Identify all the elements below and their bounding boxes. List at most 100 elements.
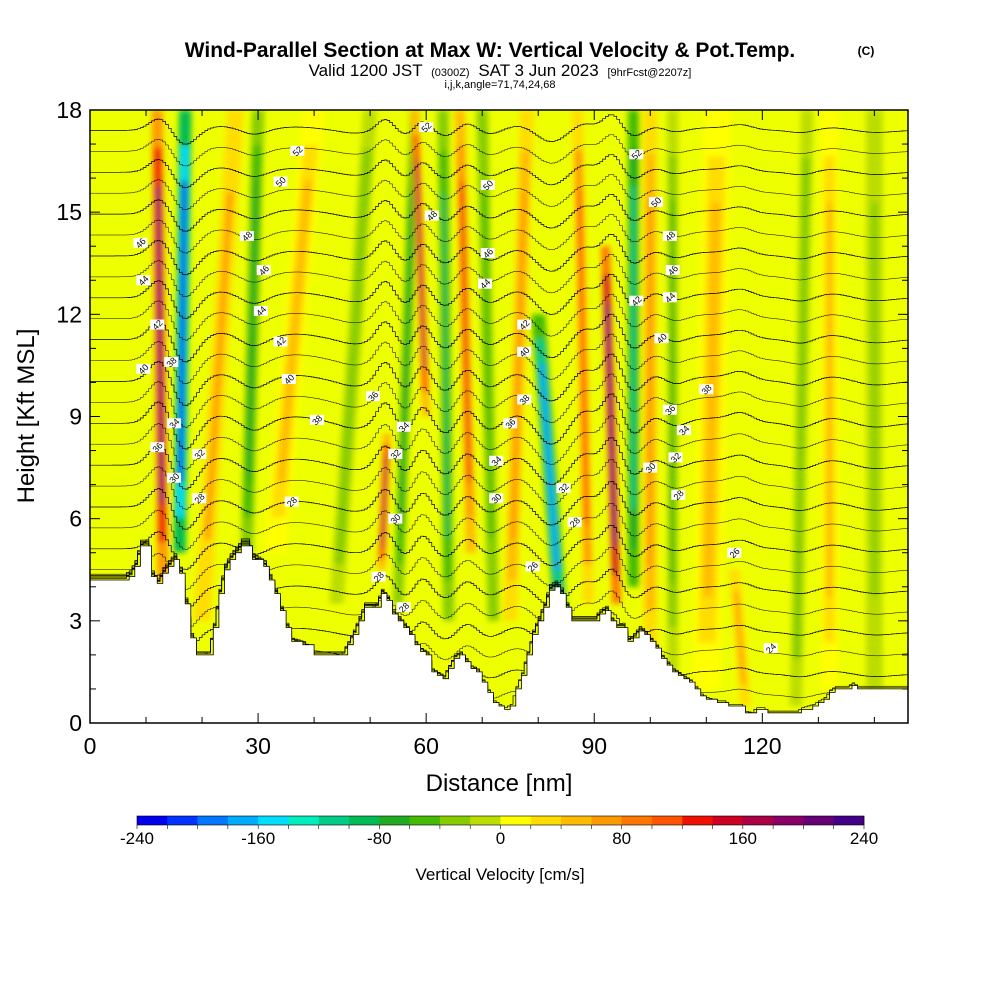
contour-label-bg xyxy=(424,210,439,221)
contour-label-text: 40 xyxy=(137,362,151,376)
contour-label-text: 26 xyxy=(526,560,540,574)
contour-label-bg xyxy=(396,421,411,432)
w-core-7-layer-2 xyxy=(399,189,415,525)
contour-label-32: 38 xyxy=(517,393,532,407)
contour-label-8: 32 xyxy=(192,447,207,461)
colorbar-swatch xyxy=(258,816,289,825)
contour-label-text: 38 xyxy=(517,393,531,407)
colorbar-swatch xyxy=(500,816,532,825)
theta-contour-minor xyxy=(90,293,908,341)
contour-label-bg xyxy=(643,462,658,473)
y-tick-label: 9 xyxy=(69,404,82,430)
contour-label-1: 44 xyxy=(136,274,151,288)
colorbar-swatch xyxy=(561,816,592,825)
contour-label-bg xyxy=(517,346,532,357)
w-core-15-layer-2 xyxy=(605,303,617,547)
colorbar-swatch xyxy=(167,816,198,825)
terrain-mask xyxy=(90,545,908,723)
theta-contour-40 xyxy=(90,353,908,406)
theta-contour-34 xyxy=(90,481,908,530)
contour-label-10: 52 xyxy=(290,144,305,158)
contour-label-31: 40 xyxy=(517,345,532,359)
colorbar-swatch xyxy=(833,816,865,825)
contour-label-35: 30 xyxy=(489,492,504,506)
contour-label-bg xyxy=(556,483,571,494)
contour-label-bg xyxy=(489,455,504,466)
contour-label-bg xyxy=(480,248,495,259)
theta-contour-minor xyxy=(90,254,908,297)
contour-label-text: 30 xyxy=(389,512,403,526)
contour-label-text: 40 xyxy=(655,331,669,345)
contour-label-bg xyxy=(281,374,296,385)
theta-contour-42 xyxy=(90,313,908,363)
contour-label-bg xyxy=(668,452,683,463)
contour-label-28: 46 xyxy=(480,246,495,260)
contour-label-bg xyxy=(150,319,165,330)
colorbar-swatch xyxy=(591,816,622,825)
contour-label-text: 28 xyxy=(568,515,582,529)
contour-label-bg xyxy=(629,149,644,160)
contour-label-bg xyxy=(654,333,669,344)
contour-label-text: 42 xyxy=(151,318,165,332)
contour-label-text: 48 xyxy=(663,229,677,243)
contour-label-52: 26 xyxy=(727,546,742,560)
w-core-23-layer-2 xyxy=(871,202,878,597)
contour-label-text: 48 xyxy=(425,209,439,223)
forecast-info: [9hrFcst@2207z] xyxy=(607,67,691,79)
colorbar-swatch xyxy=(318,816,350,825)
w-core-4-layer-2 xyxy=(277,180,312,482)
contour-label-bg xyxy=(167,418,182,429)
contour-label-text: 26 xyxy=(728,546,742,560)
contour-label-bg xyxy=(239,231,254,242)
contour-label-bg xyxy=(256,265,271,276)
y-tick-label: 6 xyxy=(69,506,82,532)
contour-label-bg xyxy=(629,295,644,306)
theta-contour-minor xyxy=(90,415,908,470)
contour-label-text: 38 xyxy=(165,355,179,369)
contour-label-13: 46 xyxy=(256,263,271,277)
contour-label-text: 44 xyxy=(478,277,492,291)
contour-label-29: 44 xyxy=(477,277,492,291)
y-tick-label: 12 xyxy=(56,301,82,327)
contour-label-bg xyxy=(290,145,305,156)
colorbar-swatch xyxy=(773,816,804,825)
contour-label-text: 38 xyxy=(700,383,714,397)
contour-label-bg xyxy=(273,336,288,347)
contour-label-text: 46 xyxy=(134,236,148,250)
contour-label-bg xyxy=(763,643,778,654)
colorbar-tick-label: -160 xyxy=(241,829,275,848)
contour-label-text: 36 xyxy=(366,389,380,403)
contour-label-bg xyxy=(167,472,182,483)
colorbar-swatch xyxy=(470,816,501,825)
contour-label-text: 42 xyxy=(630,294,644,308)
theta-contour-minor xyxy=(90,214,908,254)
contour-label-bg xyxy=(662,404,677,415)
contour-label-bg xyxy=(388,513,403,524)
x-tick-label: 30 xyxy=(245,733,271,759)
contour-label-2: 42 xyxy=(150,318,165,332)
colorbar-swatch xyxy=(409,816,441,825)
contour-label-16: 40 xyxy=(281,372,296,386)
contour-label-text: 52 xyxy=(630,148,644,162)
contour-label-bg xyxy=(480,179,495,190)
w-core-5-layer-2 xyxy=(339,189,368,525)
y-tick-label: 18 xyxy=(56,97,82,123)
w-core-13-layer-2 xyxy=(539,363,560,572)
contour-label-text: 32 xyxy=(193,447,207,461)
w-core-6-layer-2 xyxy=(380,455,388,548)
contour-label-text: 28 xyxy=(397,600,411,614)
colorbar-tick-label: -80 xyxy=(367,829,392,848)
contour-label-bg xyxy=(489,493,504,504)
contour-label-text: 44 xyxy=(254,304,268,318)
contour-label-7: 30 xyxy=(167,471,181,485)
w-core-16-layer-2 xyxy=(631,186,636,511)
contour-label-39: 52 xyxy=(629,148,644,162)
contour-label-text: 48 xyxy=(240,229,254,243)
contour-label-text: 52 xyxy=(291,144,305,158)
valid-date: SAT 3 Jun 2023 xyxy=(478,61,598,80)
colorbar-tick-label: 80 xyxy=(612,829,631,848)
contour-label-33: 36 xyxy=(503,417,518,431)
